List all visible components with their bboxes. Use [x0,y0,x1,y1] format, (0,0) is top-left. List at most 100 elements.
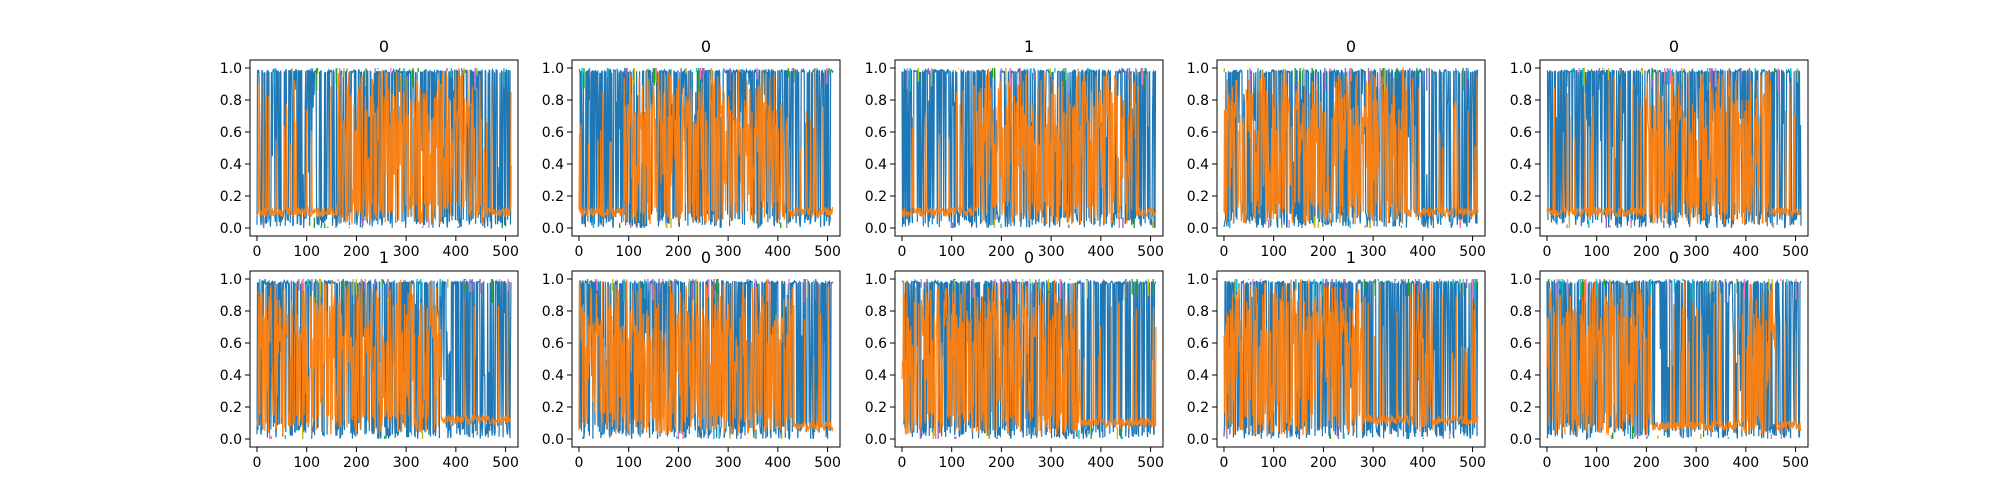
y-tick-label: 0.6 [1510,125,1532,141]
series-orange-line [901,279,1157,436]
y-tick-label: 0.8 [865,304,887,320]
x-tick-label: 100 [1583,244,1610,260]
x-tick-label: 500 [814,455,841,471]
y-tick-label: 0.2 [1510,189,1532,205]
x-tick-label: 0 [898,455,907,471]
x-tick-label: 300 [393,455,420,471]
axes-frame [571,59,841,237]
x-tick-label: 400 [1409,244,1436,260]
y-tick-label: 0.0 [1510,221,1532,237]
x-tick-label: 400 [1087,244,1114,260]
x-tick-label: 200 [988,244,1015,260]
axes-frame [894,270,1164,448]
x-tick-label: 200 [988,455,1015,471]
series-orange-line [1223,66,1479,225]
axes-frame [571,270,841,448]
subplot-1: 0 100 200 300 400 500 0.0 0.2 0.4 0.6 0.8 1.0 0 [220,37,519,260]
subplot-title: 1 [1024,37,1034,56]
y-tick-label: 0.0 [1187,432,1209,448]
plot-area [256,67,512,230]
x-tick-label: 300 [1683,455,1710,471]
series-orange-line [1546,69,1802,225]
series-orange-line [256,68,512,226]
subplot-7: 0 100 200 300 400 500 0.0 0.2 0.4 0.6 0.8 1.0 0 [542,248,841,471]
subplot-3: 0 100 200 300 400 500 0.0 0.2 0.4 0.6 0.8 1.0 1 [865,37,1164,260]
y-tick-label: 0.2 [542,189,564,205]
series-orange-line [578,68,834,225]
y-tick-label: 0.6 [1187,125,1209,141]
x-tick-label: 300 [1038,244,1065,260]
x-tick-label: 500 [1782,455,1809,471]
x-tick-label: 500 [492,244,519,260]
x-tick-label: 100 [615,455,642,471]
x-tick-label: 300 [715,244,742,260]
x-tick-label: 500 [1782,244,1809,260]
series-orange-line [1223,279,1479,436]
y-tick-label: 0.8 [220,304,242,320]
x-tick-label: 500 [814,244,841,260]
axes-frame [1216,270,1486,448]
y-tick-label: 0.6 [220,125,242,141]
x-tick-label: 200 [1633,244,1660,260]
y-tick-label: 1.0 [220,61,242,77]
x-tick-label: 0 [575,244,584,260]
plot-area [256,278,512,439]
y-tick-label: 0.6 [542,336,564,352]
y-tick-label: 0.4 [220,368,242,384]
y-tick-label: 0.0 [1187,221,1209,237]
x-tick-label: 200 [1310,455,1337,471]
y-tick-label: 1.0 [542,272,564,288]
y-tick-label: 0.2 [220,400,242,416]
plot-area [901,278,1157,440]
x-tick-label: 400 [1732,455,1759,471]
y-tick-label: 0.6 [865,336,887,352]
y-tick-label: 0.6 [220,336,242,352]
subplot-title: 0 [379,37,389,56]
series-orange-line [1546,279,1802,436]
subplot-10: 0 100 200 300 400 500 0.0 0.2 0.4 0.6 0.8 1.0 0 [1510,248,1809,471]
subplot-2: 0 100 200 300 400 500 0.0 0.2 0.4 0.6 0.8 1.0 0 [542,37,841,260]
y-tick-label: 0.8 [220,93,242,109]
x-tick-label: 200 [1633,455,1660,471]
y-tick-label: 0.4 [220,157,242,173]
x-tick-label: 400 [764,244,791,260]
x-tick-label: 0 [1220,244,1229,260]
subplot-4: 0 100 200 300 400 500 0.0 0.2 0.4 0.6 0.8 1.0 0 [1187,37,1486,260]
subplot-title: 1 [1346,248,1356,267]
axes-frame [1216,59,1486,237]
subplot-title: 0 [1669,37,1679,56]
y-tick-label: 0.0 [220,221,242,237]
x-tick-label: 300 [1360,244,1387,260]
x-tick-label: 200 [1310,244,1337,260]
x-tick-label: 400 [1087,455,1114,471]
x-tick-label: 100 [293,455,320,471]
plot-area [1223,278,1479,440]
x-tick-label: 300 [1360,455,1387,471]
series-orange-line [901,68,1157,225]
x-tick-label: 400 [1732,244,1759,260]
x-tick-label: 300 [1038,455,1065,471]
x-tick-label: 100 [938,455,965,471]
x-tick-label: 0 [1543,455,1552,471]
x-tick-label: 0 [1220,455,1229,471]
y-tick-label: 0.8 [542,304,564,320]
y-tick-label: 0.4 [1187,157,1209,173]
y-tick-label: 0.4 [542,368,564,384]
x-tick-label: 100 [1260,455,1287,471]
subplot-9: 0 100 200 300 400 500 0.0 0.2 0.4 0.6 0.8 1.0 1 [1187,248,1486,471]
y-tick-label: 0.8 [542,93,564,109]
plot-area [578,67,834,230]
subplot-title: 0 [701,248,711,267]
x-tick-label: 400 [1409,455,1436,471]
y-tick-label: 0.4 [865,368,887,384]
y-tick-label: 0.8 [1187,304,1209,320]
y-tick-label: 0.0 [865,221,887,237]
x-tick-label: 0 [575,455,584,471]
y-tick-label: 0.6 [865,125,887,141]
y-tick-label: 1.0 [865,272,887,288]
x-tick-label: 300 [715,455,742,471]
y-tick-label: 0.4 [1187,368,1209,384]
y-tick-label: 0.4 [542,157,564,173]
x-tick-label: 500 [1459,244,1486,260]
x-tick-label: 100 [938,244,965,260]
